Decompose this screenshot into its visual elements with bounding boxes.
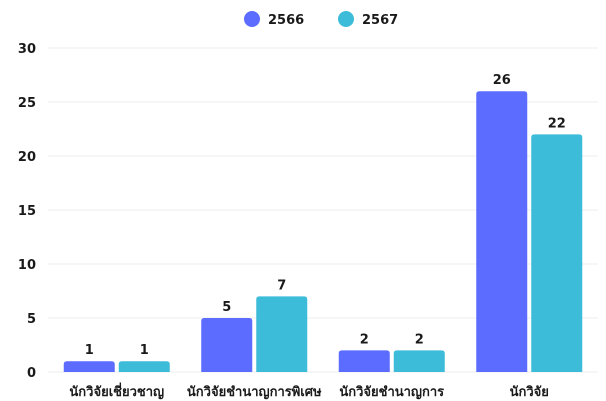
gridlines [48,47,598,373]
y-axis: 0 5 10 15 20 25 30 [18,42,36,381]
x-tick-label: นักวิจัยเชี่ยวชาญ [69,382,164,400]
bar [118,361,170,372]
legend-label: 2566 [268,13,304,28]
y-tick-label: 5 [27,312,36,327]
data-label: 2 [415,332,424,347]
y-tick-label: 25 [18,96,36,111]
data-label: 26 [493,73,511,88]
bar [256,296,308,372]
legend-item: 2567 [338,11,398,28]
data-label: 1 [140,343,149,358]
bar [393,350,445,372]
data-label: 5 [222,300,231,315]
y-tick-label: 15 [18,204,36,219]
bar [63,361,115,372]
y-tick-label: 30 [18,42,36,57]
data-label: 7 [277,278,286,293]
y-tick-label: 20 [18,150,36,165]
y-tick-label: 0 [27,366,36,381]
data-label: 1 [85,343,94,358]
legend: 2566 2567 [244,11,398,28]
bar [476,91,528,372]
data-label: 22 [548,116,566,131]
legend-swatch [244,11,260,27]
y-tick-label: 10 [18,258,36,273]
bar [338,350,390,372]
legend-item: 2566 [244,11,304,28]
legend-swatch [338,11,354,27]
x-tick-label: นักวิจัย [510,385,549,400]
x-tick-label: นักวิจัยชำนาญการ [339,384,444,400]
x-tick-label: นักวิจัยชำนาญการพิเศษ [187,384,322,400]
x-axis: นักวิจัยเชี่ยวชาญ นักวิจัยชำนาญการพิเศษ นั… [69,382,548,400]
bars [63,91,583,372]
data-label: 2 [360,332,369,347]
bar [531,134,583,372]
bar [201,318,253,372]
legend-label: 2567 [362,13,398,28]
